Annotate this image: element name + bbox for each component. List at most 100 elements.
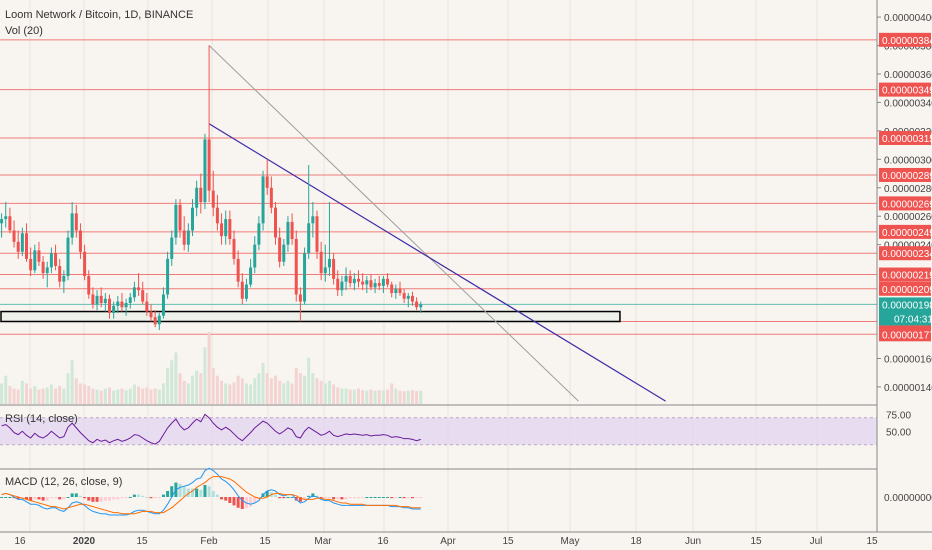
time-tick-label: 15: [750, 536, 762, 547]
volume-bar: [415, 391, 419, 404]
candle-body: [132, 287, 136, 298]
candle-body: [274, 207, 277, 238]
candle-body: [249, 267, 253, 285]
macd-histogram-bar: [278, 497, 282, 499]
candle-body: [406, 295, 410, 299]
candle-body: [145, 301, 149, 312]
volume-bar: [91, 388, 95, 404]
volume-bar: [141, 388, 145, 404]
candle-body: [390, 284, 394, 294]
volume-bar: [294, 368, 298, 404]
candle-body: [186, 230, 190, 245]
candle-body: [54, 253, 58, 267]
volume-bar: [87, 386, 91, 404]
volume-bar: [191, 375, 194, 404]
price-tick-label: 0.00000400: [884, 13, 932, 24]
time-tick-label: 15: [136, 536, 148, 547]
level-price-label: 0.00000234: [882, 249, 932, 260]
level-price-label: 0.00000384: [882, 36, 932, 47]
macd-histogram-bar: [282, 497, 286, 499]
volume-bar: [161, 383, 165, 404]
level-price-tag: [879, 82, 931, 97]
macd-histogram-bar: [386, 497, 390, 498]
volume-bar: [74, 378, 78, 404]
candle-body: [294, 238, 298, 295]
volume-bar: [419, 390, 423, 404]
macd-histogram-bar: [344, 497, 348, 500]
volume-bar: [78, 383, 82, 404]
volume-bar: [298, 373, 302, 404]
volume-bar: [315, 378, 319, 404]
candle-body: [207, 139, 211, 191]
volume-label: Vol (20): [5, 25, 43, 37]
level-price-label: 0.00000219: [882, 271, 932, 282]
volume-bar: [236, 375, 240, 404]
volume-bar: [49, 384, 53, 404]
macd-histogram-bar: [149, 497, 153, 499]
chart-title: Loom Network / Bitcoin, 1D, BINANCE: [5, 9, 194, 21]
candle-body: [340, 281, 344, 291]
macd-histogram-bar: [323, 497, 327, 499]
candle-body: [74, 213, 78, 231]
macd-histogram-bar: [215, 494, 219, 497]
macd-histogram-bar: [49, 497, 53, 499]
candle-body: [323, 267, 327, 274]
candle-body: [91, 294, 95, 305]
volume-bar: [228, 384, 232, 404]
candle-body: [269, 187, 273, 208]
volume-bar: [390, 383, 394, 404]
macd-histogram-bar: [12, 497, 16, 499]
volume-bar: [352, 389, 356, 404]
macd-histogram-bar: [25, 497, 28, 500]
price-tick-label: 0.00000300: [884, 155, 932, 166]
volume-bar: [0, 383, 4, 404]
volume-bar: [37, 389, 41, 404]
candle-body: [327, 258, 331, 268]
candle-body: [361, 281, 365, 285]
volume-bar: [29, 388, 33, 404]
volume-bar: [303, 375, 307, 404]
macd-histogram-bar: [62, 497, 66, 500]
candle-body: [95, 295, 99, 305]
macd-histogram-bar: [307, 495, 311, 497]
macd-histogram-bar: [58, 497, 62, 500]
price-tick-label: 0.00000160: [884, 354, 932, 365]
candle-body: [199, 187, 203, 202]
candle-body: [215, 207, 219, 224]
macd-histogram-bar: [99, 497, 103, 502]
level-price-tag: [879, 327, 931, 342]
volume-bar: [410, 390, 414, 404]
macd-histogram-bar: [220, 497, 224, 500]
volume-bar: [373, 390, 377, 404]
volume-bar: [112, 390, 116, 404]
volume-bar: [357, 388, 360, 404]
candle-body: [161, 294, 165, 316]
macd-histogram-bar: [161, 494, 165, 497]
macd-histogram-bar: [224, 497, 228, 501]
volume-bar: [195, 370, 199, 404]
volume-bar: [244, 383, 248, 404]
candle-body: [124, 303, 128, 308]
macd-histogram-bar: [311, 493, 315, 497]
volume-bar: [282, 383, 286, 404]
volume-bar: [340, 388, 344, 404]
macd-histogram-bar: [274, 494, 277, 497]
macd-histogram-bar: [41, 497, 45, 501]
macd-histogram-bar: [419, 497, 423, 499]
macd-histogram-bar: [4, 497, 8, 498]
candle-body: [182, 230, 186, 245]
bar-countdown-label: 07:04:31: [894, 314, 932, 325]
volume-bar: [99, 390, 103, 404]
macd-histogram-bar: [352, 497, 356, 499]
candle-body: [319, 251, 323, 274]
macd-histogram-bar: [340, 497, 344, 500]
time-tick-label: 15: [502, 536, 514, 547]
level-price-label: 0.00000315: [882, 134, 932, 145]
volume-bar: [153, 388, 157, 404]
volume-bar: [240, 378, 244, 404]
level-price-label: 0.00000177: [882, 330, 932, 341]
volume-bar: [45, 387, 49, 404]
volume-bar: [398, 390, 402, 404]
candle-body: [373, 283, 377, 288]
